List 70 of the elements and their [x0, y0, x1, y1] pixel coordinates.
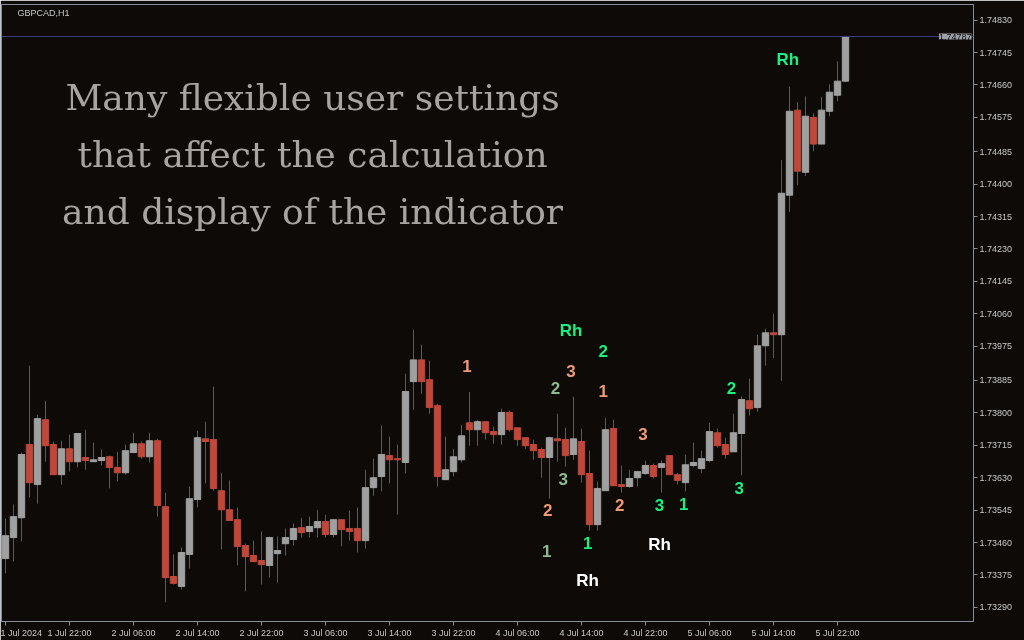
y-tick-label: 1.74745: [979, 47, 1013, 58]
annotation: 1: [582, 533, 593, 553]
annotation: 2: [543, 501, 553, 521]
candlestick: [145, 432, 154, 463]
ref-line-label: 1.74787: [938, 31, 972, 42]
x-tick-label: 3 Jul 14:00: [367, 627, 412, 638]
annotation: 3: [734, 478, 744, 498]
candlestick: [409, 329, 418, 411]
y-tick-label: 1.74145: [979, 276, 1013, 287]
y-tick-label: 1.74830: [979, 15, 1013, 26]
y-tick-label: 1.73885: [979, 375, 1013, 386]
x-tick-label: 5 Jul 22:00: [815, 627, 860, 638]
y-tick-label: 1.73800: [979, 407, 1013, 418]
annotation: 2: [614, 495, 625, 515]
y-tick-label: 1.73975: [979, 341, 1013, 352]
annotation: 1: [598, 381, 608, 401]
y-tick-label: 1.74400: [979, 179, 1013, 190]
y-tick-label: 1.74575: [979, 112, 1013, 123]
candlestick: [657, 460, 666, 494]
y-tick-label: 1.73460: [979, 537, 1013, 548]
annotation: Rh: [648, 534, 671, 554]
y-tick-label: 1.73630: [979, 472, 1013, 483]
chart-title: GBPCAD,H1: [17, 7, 70, 18]
annotation: 2: [726, 378, 737, 398]
y-tick-label: 1.73375: [979, 569, 1013, 580]
annotation: 2: [598, 341, 608, 361]
annotation: 2: [550, 378, 561, 398]
candlestick: [745, 378, 754, 417]
candlestick: [321, 514, 330, 539]
annotation: 3: [566, 362, 576, 381]
annotation: Rh: [776, 49, 800, 69]
y-tick-label: 1.73715: [979, 440, 1013, 451]
y-tick-label: 1.74660: [979, 79, 1013, 90]
annotation: 3: [654, 495, 665, 515]
x-tick-label: 3 Jul 22:00: [431, 627, 476, 638]
candlestick: [769, 313, 778, 359]
candlestick: [569, 396, 578, 461]
annotation: 3: [558, 469, 569, 489]
y-tick-label: 1.73290: [979, 602, 1013, 613]
annotation: 1: [679, 494, 689, 514]
candlestick: [377, 424, 386, 492]
candlestick: [297, 517, 306, 539]
annotation: Rh: [559, 321, 583, 341]
candlestick: [545, 436, 554, 500]
y-tick-label: 1.74315: [979, 211, 1013, 222]
x-tick-label: 2 Jul 06:00: [111, 627, 156, 638]
x-tick-label: 4 Jul 06:00: [495, 627, 540, 638]
candlestick: [81, 429, 90, 471]
x-tick-label: 3 Jul 06:00: [303, 627, 348, 638]
annotation: Many flexible user settings that affect the calculation and display of the indicator: [62, 76, 564, 233]
x-tick-label: 2 Jul 14:00: [175, 627, 220, 638]
x-tick-label: 1 Jul 22:00: [47, 627, 92, 638]
annotation: 3: [638, 424, 648, 444]
x-tick-label: 5 Jul 06:00: [687, 627, 732, 638]
candlestick: [473, 419, 482, 447]
y-tick-label: 1.74060: [979, 308, 1013, 319]
x-tick-label: 1 Jul 2024: [0, 627, 43, 638]
annotation: 1: [462, 357, 472, 377]
annotation: 1: [542, 541, 552, 561]
candlestick: [497, 408, 506, 446]
y-tick-label: 1.74230: [979, 243, 1013, 254]
y-tick-label: 1.74485: [979, 146, 1013, 157]
x-tick-label: 5 Jul 14:00: [751, 627, 796, 638]
x-tick-label: 4 Jul 14:00: [559, 627, 604, 638]
candlestick: [465, 391, 474, 447]
y-tick-label: 1.73545: [979, 505, 1013, 516]
annotation: Rh: [576, 571, 599, 591]
x-tick-label: 2 Jul 22:00: [239, 627, 284, 638]
x-tick-label: 4 Jul 22:00: [623, 627, 668, 638]
candlestick: [65, 434, 74, 473]
